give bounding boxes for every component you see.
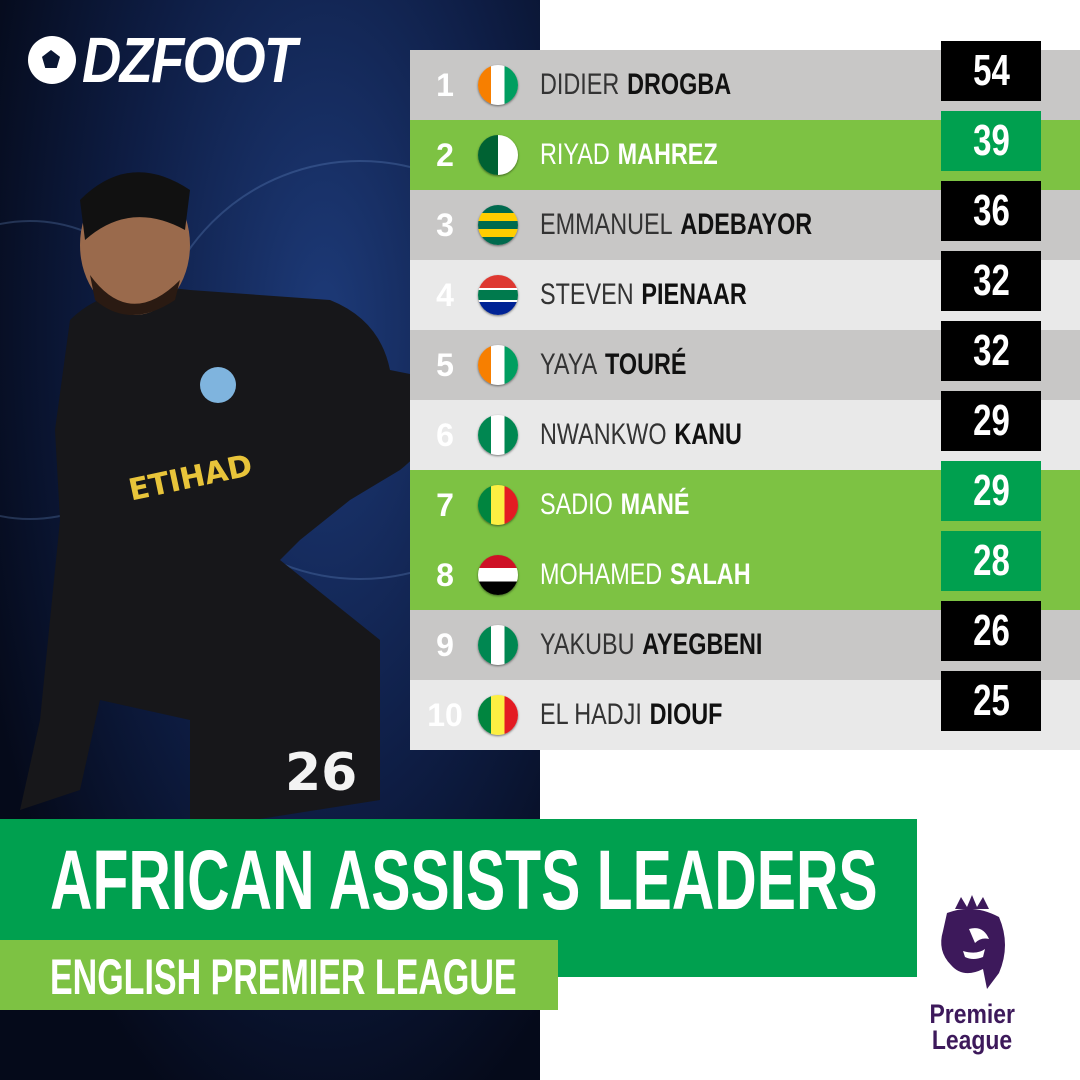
assists-value: 26 <box>941 601 1041 661</box>
rank-number: 4 <box>436 276 454 313</box>
last-name: AYEGBENI <box>642 628 763 661</box>
ivory-coast-flag-icon <box>478 65 518 105</box>
last-name: DIOUF <box>649 698 723 731</box>
svg-text:26: 26 <box>285 743 357 803</box>
assists-value: 29 <box>941 461 1041 521</box>
player-name: EL HADJI DIOUF <box>540 698 722 732</box>
rank-number: 10 <box>427 696 463 733</box>
assists-count: 26 <box>972 606 1010 655</box>
first-name: DIDIER <box>540 68 620 101</box>
rank-number: 9 <box>436 626 454 663</box>
assists-count: 32 <box>972 256 1010 305</box>
first-name: EL HADJI <box>540 698 642 731</box>
first-name: STEVEN <box>540 278 634 311</box>
player-name: STEVEN PIENAAR <box>540 278 747 312</box>
last-name: ADEBAYOR <box>680 208 813 241</box>
assists-count: 39 <box>972 116 1010 165</box>
egypt-flag-icon <box>478 555 518 595</box>
assists-value: 29 <box>941 391 1041 451</box>
nigeria-flag-icon <box>478 415 518 455</box>
togo-flag-icon <box>478 205 518 245</box>
player-name: DIDIER DROGBA <box>540 68 731 102</box>
rank-number: 7 <box>436 486 454 523</box>
algeria-flag-icon <box>478 135 518 175</box>
last-name: SALAH <box>670 558 751 591</box>
assists-value: 28 <box>941 531 1041 591</box>
dzfoot-logo: DZFOOT <box>28 28 333 92</box>
football-icon <box>28 36 76 84</box>
player-name: RIYAD MAHREZ <box>540 138 718 172</box>
page-title: AFRICAN ASSISTS LEADERS <box>50 833 878 927</box>
premier-league-text: Premier League <box>929 999 1015 1055</box>
south-africa-flag-icon <box>478 275 518 315</box>
player-name: NWANKWO KANU <box>540 418 742 452</box>
player-name: YAYA TOURÉ <box>540 348 687 382</box>
rank-number: 1 <box>436 66 454 103</box>
assists-value: 32 <box>941 321 1041 381</box>
player-name: MOHAMED SALAH <box>540 558 751 592</box>
last-name: TOURÉ <box>605 348 687 381</box>
last-name: PIENAAR <box>641 278 747 311</box>
assists-value: 36 <box>941 181 1041 241</box>
assists-count: 29 <box>972 466 1010 515</box>
rank-number: 8 <box>436 556 454 593</box>
assists-count: 29 <box>972 396 1010 445</box>
subtitle-band <box>0 940 558 1010</box>
assists-value: 32 <box>941 251 1041 311</box>
assists-count: 32 <box>972 326 1010 375</box>
logo-text: DZFOOT <box>82 24 297 96</box>
player-name: YAKUBU AYEGBENI <box>540 628 762 662</box>
nigeria-flag-icon <box>478 625 518 665</box>
assists-count: 28 <box>972 536 1010 585</box>
assists-count: 36 <box>972 186 1010 235</box>
first-name: SADIO <box>540 488 613 521</box>
player-name: EMMANUEL ADEBAYOR <box>540 208 812 242</box>
player-name: SADIO MANÉ <box>540 488 690 522</box>
senegal-flag-icon <box>478 485 518 525</box>
first-name: EMMANUEL <box>540 208 673 241</box>
player-silhouette: ETIHAD 26 <box>20 172 442 830</box>
assists-count: 25 <box>972 676 1010 725</box>
senegal-flag-icon <box>478 695 518 735</box>
page-subtitle: ENGLISH PREMIER LEAGUE <box>50 949 517 1005</box>
ivory-coast-flag-icon <box>478 345 518 385</box>
rank-number: 2 <box>436 136 454 173</box>
assists-value: 25 <box>941 671 1041 731</box>
rank-number: 5 <box>436 346 454 383</box>
first-name: RIYAD <box>540 138 610 171</box>
last-name: KANU <box>674 418 742 451</box>
first-name: YAYA <box>540 348 598 381</box>
premier-league-logo: Premier League <box>922 895 1022 1055</box>
first-name: MOHAMED <box>540 558 663 591</box>
assists-value: 54 <box>941 41 1041 101</box>
rank-number: 6 <box>436 416 454 453</box>
rank-number: 3 <box>436 206 454 243</box>
lion-icon <box>941 895 1005 989</box>
first-name: YAKUBU <box>540 628 635 661</box>
last-name: MAHREZ <box>617 138 718 171</box>
last-name: DROGBA <box>627 68 732 101</box>
assists-count: 54 <box>972 46 1010 95</box>
last-name: MANÉ <box>620 488 690 521</box>
first-name: NWANKWO <box>540 418 667 451</box>
assists-value: 39 <box>941 111 1041 171</box>
